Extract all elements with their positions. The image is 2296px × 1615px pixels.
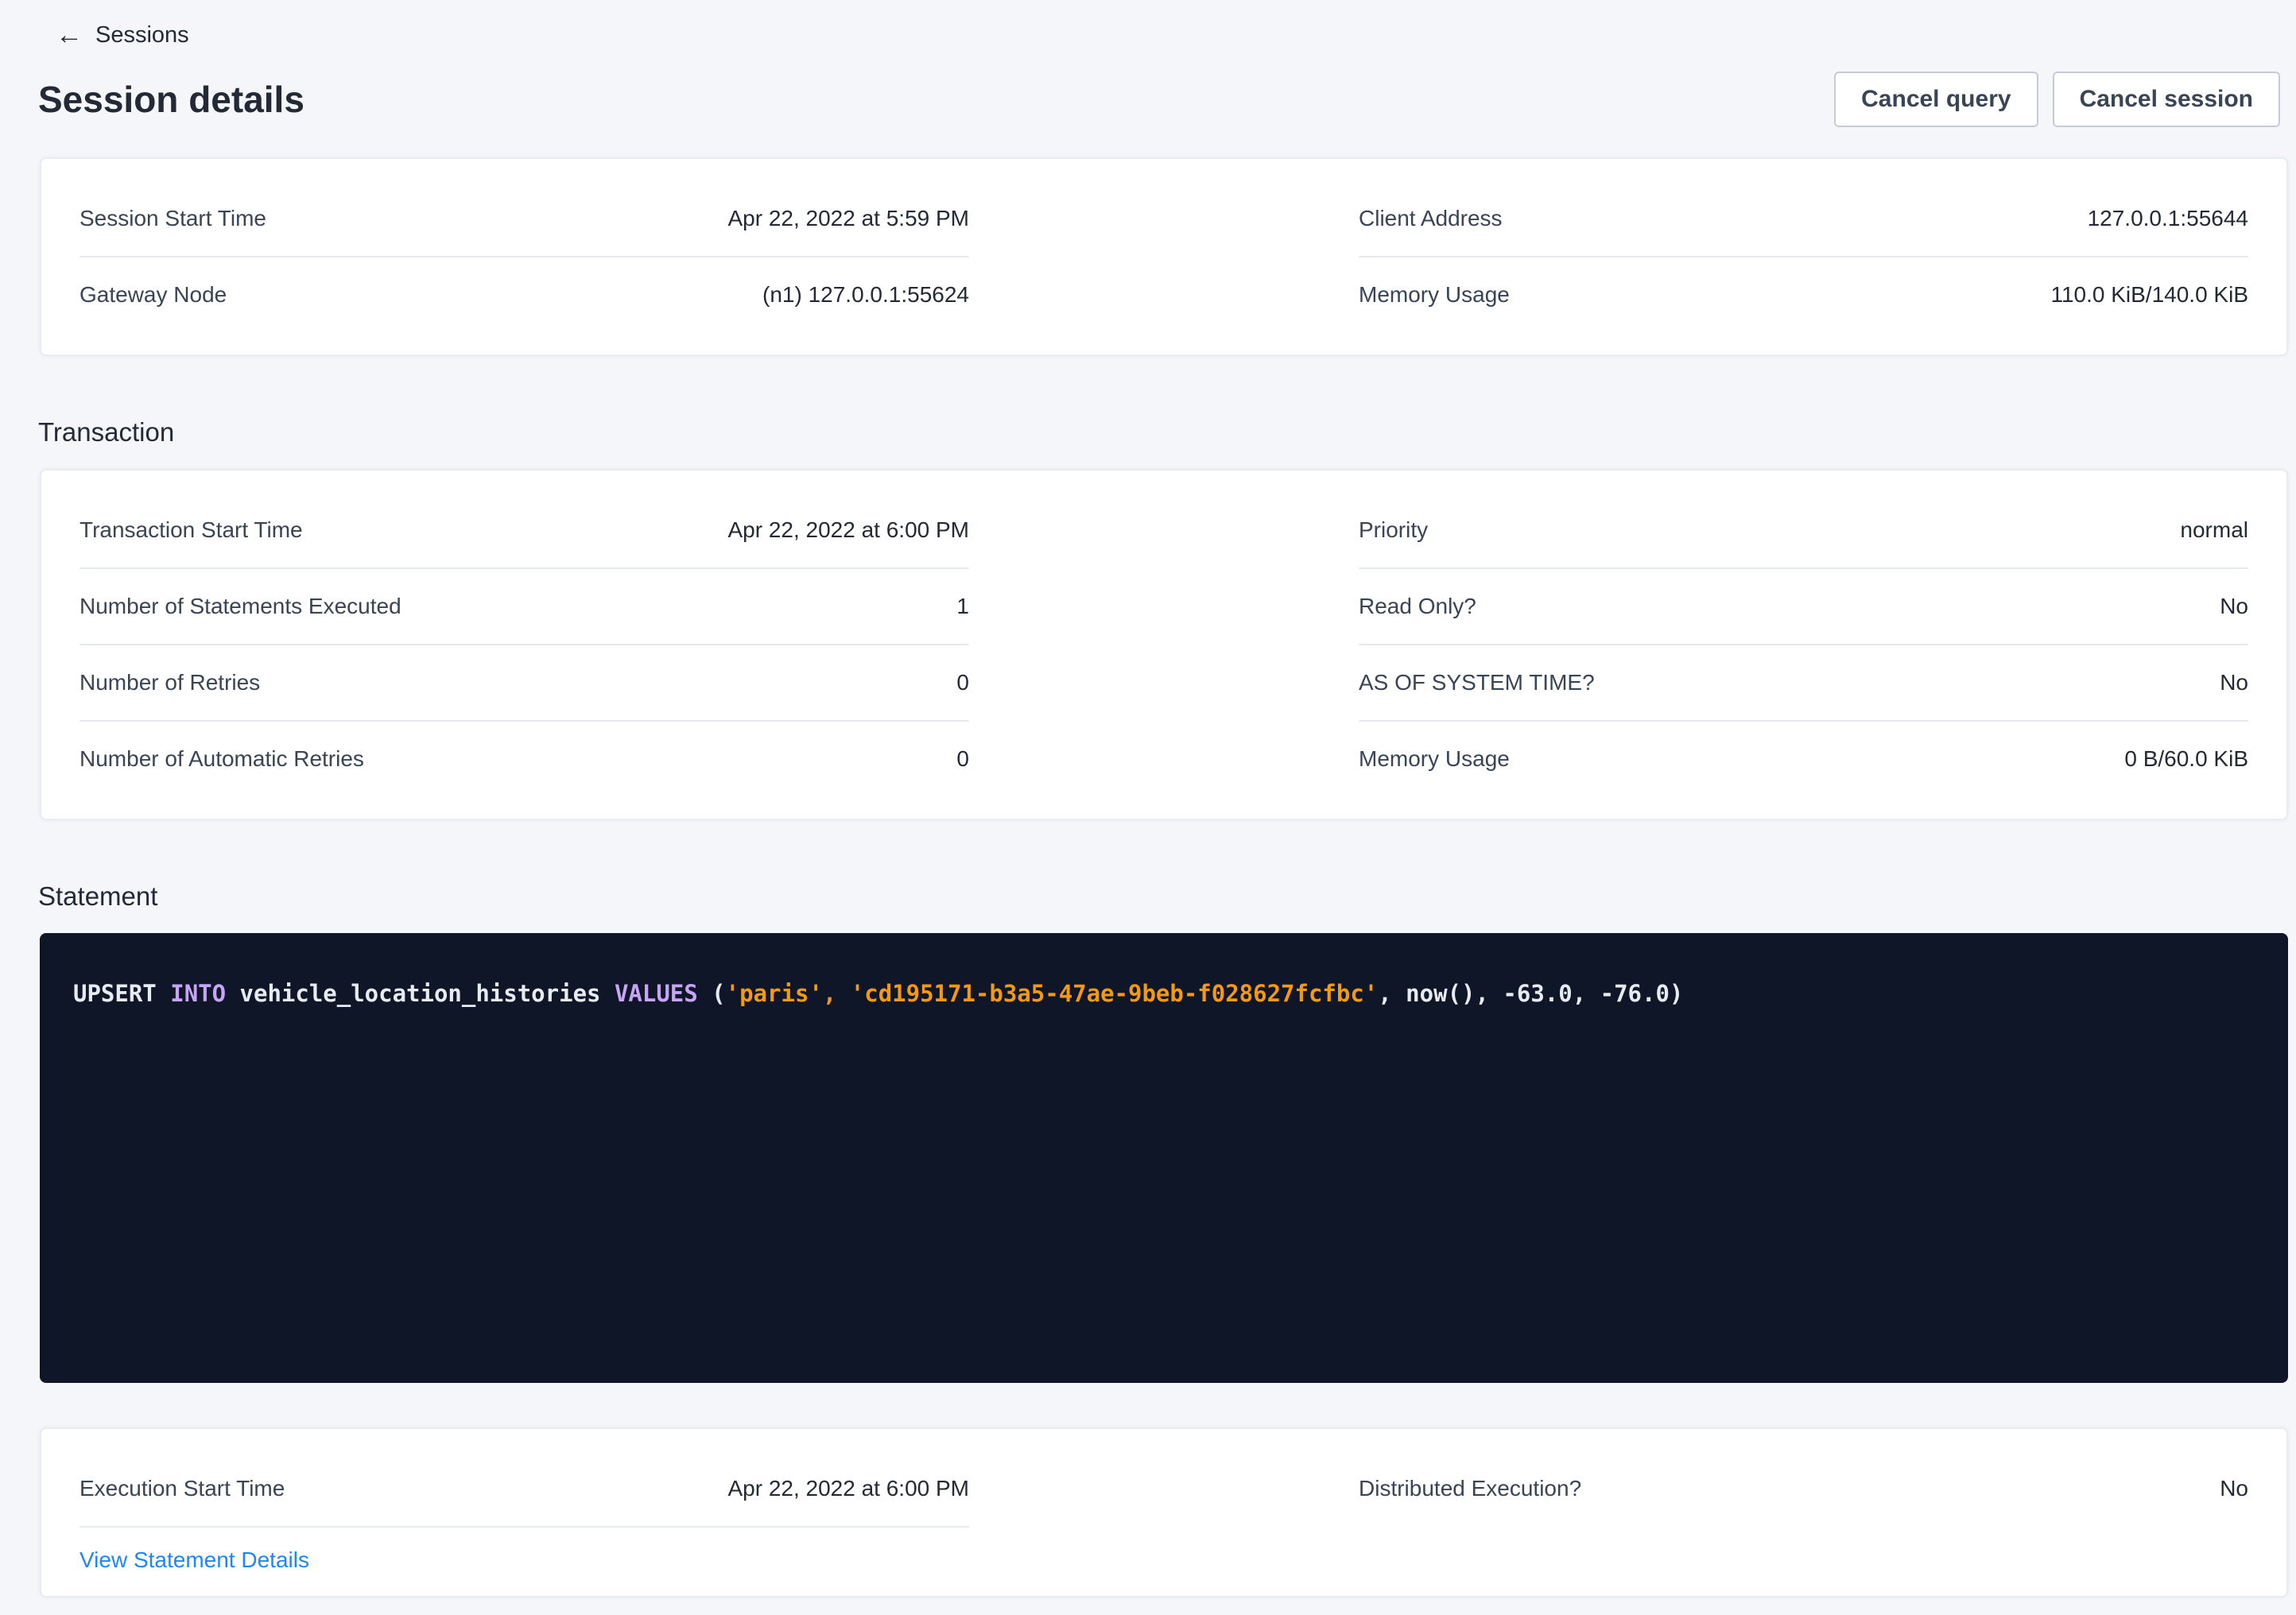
row-priority: Priority normal (1359, 493, 2248, 569)
row-label: Gateway Node (80, 282, 227, 307)
row-session-memory-usage: Memory Usage 110.0 KiB/140.0 KiB (1359, 258, 2248, 332)
row-value: Apr 22, 2022 at 6:00 PM (727, 1476, 969, 1501)
execution-card-left-column: Execution Start Time Apr 22, 2022 at 6:0… (80, 1451, 969, 1580)
sql-token (157, 980, 170, 1007)
row-value: No (2220, 670, 2248, 695)
row-value: 110.0 KiB/140.0 KiB (2050, 282, 2248, 307)
sql-token: 'paris', (725, 980, 837, 1007)
transaction-section-heading: Transaction (38, 417, 175, 447)
row-gateway-node: Gateway Node (n1) 127.0.0.1:55624 (80, 258, 969, 332)
row-value: 127.0.0.1:55644 (2087, 206, 2248, 230)
row-value: 0 B/60.0 KiB (2124, 746, 2248, 771)
row-value: Apr 22, 2022 at 6:00 PM (727, 517, 969, 542)
row-client-address: Client Address 127.0.0.1:55644 (1359, 181, 2248, 258)
row-label: Number of Automatic Retries (80, 746, 364, 771)
sessions-breadcrumb[interactable]: ← Sessions (56, 21, 189, 49)
row-value: 0 (956, 746, 969, 771)
row-value: No (2220, 1476, 2248, 1501)
row-label: Distributed Execution? (1359, 1476, 1582, 1501)
row-value: 1 (956, 594, 969, 618)
row-execution-start-time: Execution Start Time Apr 22, 2022 at 6:0… (80, 1451, 969, 1528)
row-automatic-retries: Number of Automatic Retries 0 (80, 722, 969, 796)
sql-statement-box: UPSERT INTO vehicle_location_histories V… (40, 933, 2288, 1383)
row-number-of-retries: Number of Retries 0 (80, 645, 969, 722)
row-view-statement-details: View Statement Details (80, 1528, 969, 1580)
execution-card-right-column: Distributed Execution? No (1359, 1451, 2248, 1580)
row-label: Execution Start Time (80, 1476, 285, 1501)
row-value: Apr 22, 2022 at 5:59 PM (727, 206, 969, 230)
page-title: Session details (38, 79, 304, 120)
sql-token: VALUES (614, 980, 698, 1007)
sql-token: 'cd195171-b3a5-47ae-9beb-f028627fcfbc' (850, 980, 1379, 1007)
row-value: normal (2180, 517, 2248, 542)
row-label: AS OF SYSTEM TIME? (1359, 670, 1595, 695)
row-as-of-system-time: AS OF SYSTEM TIME? No (1359, 645, 2248, 722)
back-arrow-icon: ← (56, 20, 83, 50)
sql-token: INTO (170, 980, 227, 1007)
row-label: Number of Retries (80, 670, 261, 695)
row-label: Read Only? (1359, 594, 1476, 618)
row-label: Session Start Time (80, 206, 266, 230)
row-label: Memory Usage (1359, 282, 1510, 307)
sql-token: ( (697, 980, 726, 1007)
row-read-only: Read Only? No (1359, 569, 2248, 645)
gateway-node-link[interactable]: (n1) 127.0.0.1:55624 (762, 282, 969, 307)
sql-token: vehicle_location_histories (226, 980, 615, 1007)
session-overview-card: Session Start Time Apr 22, 2022 at 5:59 … (40, 157, 2288, 356)
transaction-card-left-column: Transaction Start Time Apr 22, 2022 at 6… (80, 493, 969, 796)
transaction-card-right-column: Priority normal Read Only? No AS OF SYST… (1359, 493, 2248, 796)
row-label: Transaction Start Time (80, 517, 303, 542)
cancel-session-button[interactable]: Cancel session (2052, 72, 2280, 127)
row-transaction-start-time: Transaction Start Time Apr 22, 2022 at 6… (80, 493, 969, 569)
row-session-start-time: Session Start Time Apr 22, 2022 at 5:59 … (80, 181, 969, 258)
row-statements-executed: Number of Statements Executed 1 (80, 569, 969, 645)
sql-token (836, 980, 850, 1007)
statement-section-heading: Statement (38, 881, 158, 911)
sql-statement-code: UPSERT INTO vehicle_location_histories V… (73, 978, 2255, 1009)
row-value: 0 (956, 670, 969, 695)
row-value: No (2220, 594, 2248, 618)
session-card-left-column: Session Start Time Apr 22, 2022 at 5:59 … (80, 181, 969, 332)
row-label: Client Address (1359, 206, 1503, 230)
breadcrumb-label: Sessions (95, 22, 189, 48)
row-distributed-execution: Distributed Execution? No (1359, 1451, 2248, 1526)
row-label: Priority (1359, 517, 1429, 542)
cancel-query-button[interactable]: Cancel query (1834, 72, 2038, 127)
transaction-card: Transaction Start Time Apr 22, 2022 at 6… (40, 469, 2288, 820)
page-header: Session details Cancel query Cancel sess… (38, 72, 2280, 127)
row-label: Number of Statements Executed (80, 594, 401, 618)
sql-token: , now(), -63.0, -76.0) (1378, 980, 1684, 1007)
session-card-right-column: Client Address 127.0.0.1:55644 Memory Us… (1359, 181, 2248, 332)
sql-token: UPSERT (73, 980, 157, 1007)
row-transaction-memory-usage: Memory Usage 0 B/60.0 KiB (1359, 722, 2248, 796)
view-statement-details-link[interactable]: View Statement Details (80, 1547, 309, 1572)
row-label: Memory Usage (1359, 746, 1510, 771)
header-actions: Cancel query Cancel session (1834, 72, 2280, 127)
execution-card: Execution Start Time Apr 22, 2022 at 6:0… (40, 1427, 2288, 1598)
